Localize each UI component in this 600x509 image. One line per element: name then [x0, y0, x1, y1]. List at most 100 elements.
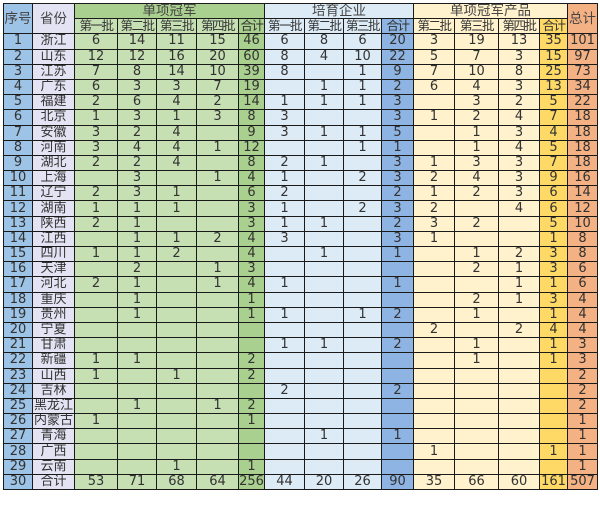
champion-total-cell: 1 — [238, 291, 265, 308]
champion-batch3-cell: 3 — [156, 78, 197, 96]
cultivation-batch1-cell — [264, 291, 305, 308]
seq-cell: 23 — [3, 367, 33, 384]
product-batch4-cell: 3 — [498, 124, 540, 141]
grand-total-cell: 1 — [567, 428, 598, 445]
grand-total-cell: 4 — [567, 306, 598, 323]
product-total-cell — [539, 428, 568, 445]
product-batch2-cell: 1 — [413, 109, 455, 126]
cultivation-batch3-cell — [343, 321, 382, 339]
grand-total-cell: 10 — [567, 215, 598, 232]
product-batch3-cell: 1 — [454, 337, 499, 354]
champion-total-cell: 46 — [238, 33, 265, 50]
seq-cell: 5 — [3, 94, 33, 111]
cultivation-batch2-cell — [304, 63, 344, 80]
table-body: 1 浙江 6 14 11 15 46 6 8 6 20 3 19 13 35 101 2 山东 12 12 16 20 60… — [3, 33, 598, 491]
table-row: 24 吉林 2 2 2 — [3, 382, 598, 399]
province-cell: 山东 — [32, 48, 75, 65]
grand-total-cell: 1 — [567, 443, 598, 460]
product-batch2-cell: 1 — [413, 230, 455, 248]
champion-batch3-cell: 16 — [156, 48, 197, 65]
champion-total-cell: 4 — [238, 245, 265, 263]
table-row: 23 山西 1 1 2 2 — [3, 367, 598, 384]
champion-batch3-cell — [156, 428, 197, 445]
champion-batch3-cell — [156, 261, 197, 278]
product-batch4-cell: 1 — [498, 276, 540, 293]
product-batch3-cell — [454, 428, 499, 445]
champion-batch4-cell: 2 — [196, 230, 239, 248]
seq-cell: 9 — [3, 154, 33, 172]
champion-batch1-cell: 1 — [74, 413, 118, 430]
cultivation-batch2-cell: 8 — [304, 33, 344, 50]
champion-total-cell: 3 — [238, 200, 265, 217]
champion-total-cell: 1 — [238, 306, 265, 323]
product-batch2-cell: 2 — [413, 321, 455, 339]
province-cell: 新疆 — [32, 352, 75, 369]
table-row: 6 北京 1 3 1 3 8 3 3 1 2 4 7 18 — [3, 109, 598, 126]
champion-batch3-cell — [156, 352, 197, 369]
cultivation-batch2-cell — [304, 443, 344, 460]
product-batch2-cell — [413, 245, 455, 263]
product-batch2-cell — [413, 139, 455, 156]
champion-batch1-cell — [74, 443, 118, 460]
cultivation-batch1-cell — [264, 321, 305, 339]
product-total-cell — [539, 413, 568, 430]
header-product-total: 合计 — [539, 18, 568, 35]
product-batch2-cell — [413, 413, 455, 430]
province-cell: 合计 — [32, 473, 75, 491]
product-total-cell: 1 — [539, 306, 568, 323]
champion-total-cell — [238, 337, 265, 354]
champion-total-cell: 39 — [238, 63, 265, 80]
total-row: 30 合计 53 71 68 64 256 44 20 26 90 35 66 60 161 507 — [3, 473, 598, 491]
champion-batch3-cell — [156, 291, 197, 308]
table-row: 25 黑龙江 1 1 2 2 — [3, 397, 598, 415]
product-batch2-cell: 1 — [413, 443, 455, 460]
cultivation-batch2-cell: 1 — [304, 337, 344, 354]
champion-batch2-cell: 1 — [117, 200, 157, 217]
product-total-cell: 3 — [539, 245, 568, 263]
product-total-cell — [539, 382, 568, 399]
champion-batch2-cell — [117, 443, 157, 460]
province-cell: 河北 — [32, 276, 75, 293]
champion-batch1-cell — [74, 170, 118, 187]
product-batch4-cell — [498, 397, 540, 415]
champion-batch4-cell — [196, 306, 239, 323]
table-row: 10 上海 3 1 4 1 2 3 2 4 3 9 16 — [3, 170, 598, 187]
product-total-cell: 1 — [539, 352, 568, 369]
champion-batch4-cell — [196, 154, 239, 172]
cultivation-batch3-cell — [343, 458, 382, 475]
champion-batch4-cell: 1 — [196, 170, 239, 187]
cultivation-batch3-cell — [343, 215, 382, 232]
cultivation-batch3-cell — [343, 230, 382, 248]
header-row-columns: 第一批 第二批 第三批 第四批 合计 第一批 第二批 第三批 合计 第二批 第三… — [4, 18, 598, 35]
grand-total-cell: 18 — [567, 109, 598, 126]
champion-total-cell — [238, 428, 265, 445]
product-batch4-cell: 2 — [498, 94, 540, 111]
seq-cell: 22 — [3, 352, 33, 369]
cultivation-batch1-cell: 3 — [264, 109, 305, 126]
cultivation-batch1-cell: 2 — [264, 382, 305, 399]
champion-batch4-cell — [196, 215, 239, 232]
product-total-cell: 7 — [539, 154, 568, 172]
cultivation-total-cell — [381, 458, 414, 475]
product-batch3-cell — [454, 413, 499, 430]
product-batch3-cell: 2 — [454, 261, 499, 278]
champion-total-cell: 19 — [238, 78, 265, 96]
product-batch4-cell: 3 — [498, 78, 540, 96]
product-total-cell: 35 — [539, 33, 568, 50]
product-batch2-cell: 35 — [413, 473, 455, 491]
product-batch3-cell — [454, 397, 499, 415]
table-row: 4 广东 6 3 3 7 19 1 1 2 6 4 3 13 34 — [3, 78, 598, 96]
product-batch2-cell — [413, 352, 455, 369]
cultivation-batch1-cell — [264, 245, 305, 263]
product-batch4-cell — [498, 306, 540, 323]
champion-batch4-cell — [196, 337, 239, 354]
province-cell: 湖北 — [32, 154, 75, 172]
seq-cell: 4 — [3, 78, 33, 96]
product-batch3-cell: 1 — [454, 306, 499, 323]
champion-batch3-cell — [156, 337, 197, 354]
table-row: 5 福建 2 6 4 2 14 1 1 1 3 3 2 5 22 — [3, 94, 598, 111]
province-cell: 山西 — [32, 367, 75, 384]
champion-batch1-cell — [74, 382, 118, 399]
cultivation-batch1-cell — [264, 139, 305, 156]
product-batch2-cell — [413, 124, 455, 141]
